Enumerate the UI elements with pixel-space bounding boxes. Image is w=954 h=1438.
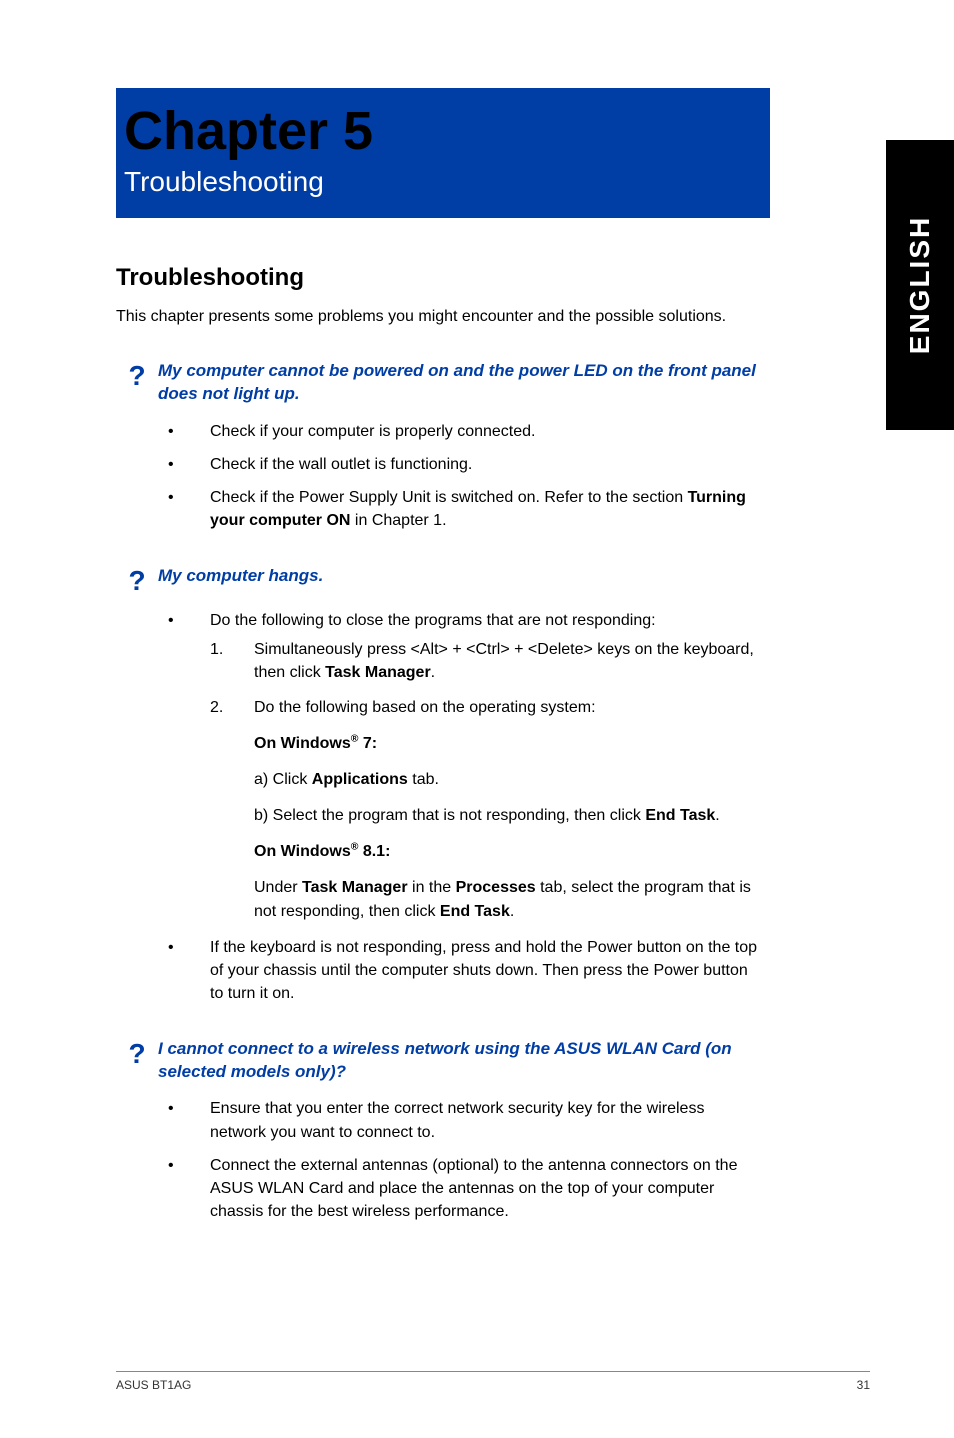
question-text: I cannot connect to a wireless network u…: [158, 1038, 760, 1084]
list-item: Check if the Power Supply Unit is switch…: [162, 486, 760, 532]
page-footer: ASUS BT1AG 31: [116, 1371, 870, 1392]
sub-step: b) Select the program that is not respon…: [254, 804, 760, 828]
list-item: Check if your computer is properly conne…: [162, 420, 760, 443]
step-text: Do the following based on the operating …: [254, 699, 596, 716]
answer-list: Do the following to close the programs t…: [116, 609, 760, 1006]
list-text: Connect the external antennas (optional)…: [210, 1157, 737, 1220]
list-text: Check if the Power Supply Unit is switch…: [210, 489, 746, 529]
chapter-banner: Chapter 5 Troubleshooting: [116, 88, 770, 218]
answer-list: Check if your computer is properly conne…: [116, 420, 760, 533]
numbered-list: 1. Simultaneously press <Alt> + <Ctrl> + …: [210, 638, 760, 720]
list-item: Ensure that you enter the correct networ…: [162, 1097, 760, 1143]
qa-block: ? I cannot connect to a wireless network…: [116, 1038, 760, 1224]
qa-block: ? My computer hangs. Do the following to…: [116, 565, 760, 1006]
list-item: Connect the external antennas (optional)…: [162, 1154, 760, 1224]
answer-list: Ensure that you enter the correct networ…: [116, 1097, 760, 1223]
list-item: If the keyboard is not responding, press…: [162, 936, 760, 1006]
list-item: Do the following to close the programs t…: [162, 609, 760, 924]
sub-step: a) Click Applications tab.: [254, 768, 760, 792]
list-item: 1. Simultaneously press <Alt> + <Ctrl> + …: [210, 638, 760, 684]
list-text: Check if the wall outlet is functioning.: [210, 456, 472, 473]
list-text: If the keyboard is not responding, press…: [210, 939, 757, 1002]
question-text: My computer cannot be powered on and the…: [158, 360, 760, 406]
sub-step: Under Task Manager in the Processes tab,…: [254, 876, 760, 924]
footer-page-number: 31: [857, 1378, 870, 1392]
sub-steps: On Windows® 7: a) Click Applications tab…: [210, 731, 760, 924]
question-icon: ?: [116, 1038, 158, 1068]
question-row: ? I cannot connect to a wireless network…: [116, 1038, 760, 1084]
question-icon: ?: [116, 565, 158, 595]
list-item: Check if the wall outlet is functioning.: [162, 453, 760, 476]
step-text: Simultaneously press <Alt> + <Ctrl> + <D…: [254, 641, 754, 681]
chapter-title: Chapter 5: [116, 104, 770, 158]
chapter-subtitle: Troubleshooting: [116, 166, 770, 198]
footer-left: ASUS BT1AG: [116, 1378, 191, 1392]
list-item: 2. Do the following based on the operatin…: [210, 696, 760, 719]
sub-step: On Windows® 7:: [254, 731, 760, 755]
language-tab: ENGLISH: [886, 140, 954, 430]
list-text: Ensure that you enter the correct networ…: [210, 1100, 704, 1140]
question-row: ? My computer hangs.: [116, 565, 760, 595]
step-number: 1.: [210, 638, 223, 661]
question-icon: ?: [116, 360, 158, 390]
sub-step: On Windows® 8.1:: [254, 840, 760, 864]
section-heading: Troubleshooting: [116, 264, 760, 292]
list-text: Check if your computer is properly conne…: [210, 423, 535, 440]
page-body: Chapter 5 Troubleshooting Troubleshootin…: [0, 0, 954, 1223]
intro-text: This chapter presents some problems you …: [116, 308, 760, 326]
question-row: ? My computer cannot be powered on and t…: [116, 360, 760, 406]
list-text: Do the following to close the programs t…: [210, 612, 656, 629]
step-number: 2.: [210, 696, 223, 719]
language-tab-label: ENGLISH: [904, 216, 936, 354]
question-text: My computer hangs.: [158, 565, 323, 588]
content: Troubleshooting This chapter presents so…: [116, 264, 870, 1223]
qa-block: ? My computer cannot be powered on and t…: [116, 360, 760, 533]
